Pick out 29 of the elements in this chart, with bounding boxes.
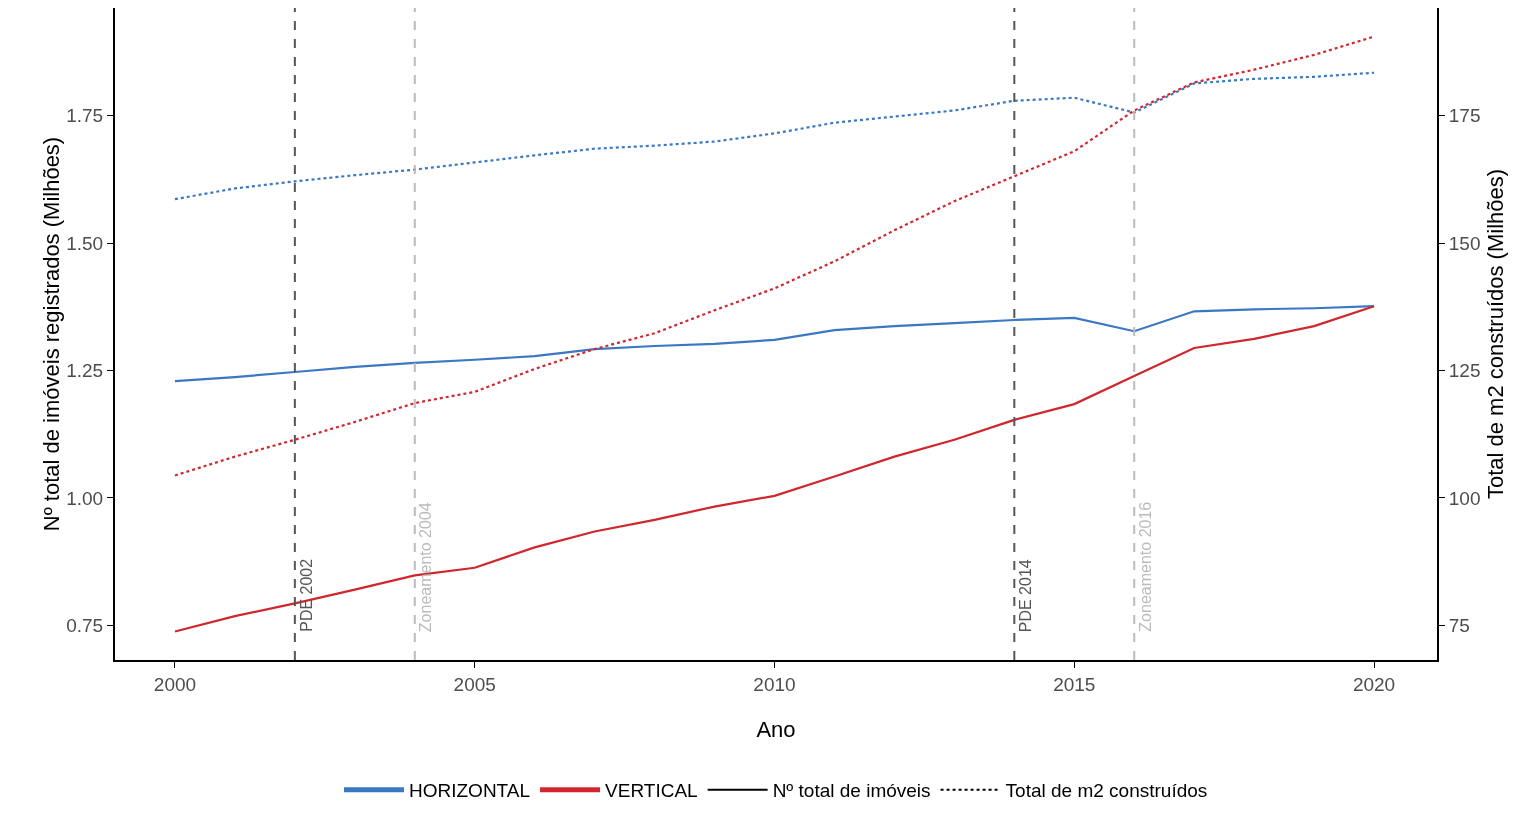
y-axis-title: Nº total de imóveis registrados (Milhões) — [39, 136, 65, 532]
ref-line-label: PDE 2014 — [1017, 559, 1035, 633]
ref-line-label: PDE 2002 — [297, 558, 315, 632]
line-series — [173, 71, 1376, 201]
y2-tick-label: 175 — [1448, 105, 1481, 127]
y2-tick-label: 150 — [1448, 232, 1481, 254]
ref-line-label: Zoneamento 2016 — [1136, 501, 1154, 632]
text: Nº total de imóveis — [772, 780, 931, 802]
y-tick-label: 1.00 — [66, 487, 104, 509]
y2-axis-title: Total de m2 construídos (Milhões) — [1483, 168, 1508, 500]
y2-tick-label: 100 — [1448, 487, 1481, 509]
y-tick-label: 1.25 — [66, 360, 104, 382]
x-tick-label: 2020 — [1352, 673, 1396, 695]
y-tick-label: 0.75 — [66, 614, 104, 636]
text: Total de m2 construídos — [1005, 780, 1208, 802]
x-axis-title: Ano — [756, 717, 796, 742]
y-tick-label: 1.75 — [66, 105, 104, 127]
line-series — [173, 305, 1376, 633]
x-tick-label: 2000 — [153, 673, 197, 695]
x-tick-label: 2005 — [453, 673, 496, 695]
y2-tick-label: 125 — [1448, 360, 1481, 382]
ref-line-label: Zoneamento 2004 — [417, 502, 435, 633]
legend-label: HORIZONTAL — [409, 780, 531, 802]
y2-tick-label: 75 — [1448, 614, 1470, 636]
line-series — [173, 305, 1376, 383]
x-tick-label: 2015 — [1053, 673, 1096, 695]
x-tick-label: 2010 — [753, 673, 796, 695]
legend-label: VERTICAL — [605, 780, 698, 802]
y-tick-label: 1.50 — [66, 232, 104, 254]
